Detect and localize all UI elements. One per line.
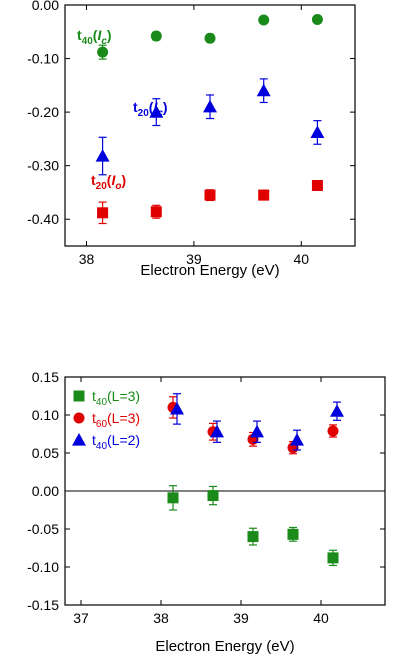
legend-label: t40(L=2)	[92, 432, 140, 452]
x-tick-label: 38	[79, 251, 95, 267]
data-point	[167, 492, 179, 504]
y-tick-label: -0.20	[27, 104, 59, 120]
series-label: t20(Ic)	[133, 99, 168, 119]
y-tick-label: -0.15	[27, 597, 59, 613]
data-point	[204, 32, 216, 44]
x-axis-label: Electron Energy (eV)	[140, 262, 279, 279]
series-label: t40(Ic)	[77, 27, 112, 47]
data-point	[330, 404, 344, 417]
x-tick-label: 39	[186, 251, 202, 267]
data-point	[150, 206, 162, 218]
series-t40-l-3-	[167, 485, 339, 567]
data-point	[207, 490, 219, 502]
y-tick-label: -0.05	[27, 521, 59, 537]
x-axis-label: Electron Energy (eV)	[155, 638, 294, 655]
series-t40-ic-	[97, 13, 323, 60]
legend-marker	[72, 433, 86, 446]
x-tick-label: 38	[153, 610, 169, 626]
data-point	[258, 14, 270, 26]
plot-frame	[64, 4, 356, 247]
data-point	[327, 425, 339, 437]
data-point	[327, 552, 339, 564]
series-t20-ic-	[95, 78, 325, 176]
data-point	[287, 528, 299, 540]
data-point	[203, 99, 217, 113]
y-tick-label: -0.30	[27, 158, 59, 174]
y-tick-label: 0.00	[32, 0, 59, 13]
x-tick-label: 40	[313, 610, 329, 626]
top-chart: 38 39 40 0.00 -0.10 -0.20 -0.30 -0.40 Electron E…	[27, 0, 356, 279]
series-t20-io-	[97, 179, 323, 225]
x-tick-label: 40	[294, 251, 310, 267]
data-point	[204, 189, 216, 201]
data-point	[95, 149, 110, 162]
data-point	[310, 125, 325, 139]
data-point	[250, 424, 264, 438]
x-tick-label: 37	[73, 610, 89, 626]
data-point	[247, 531, 259, 543]
legend-label: t60(L=3)	[92, 410, 140, 430]
y-tick-label: 0.15	[32, 369, 59, 385]
data-point	[97, 207, 109, 219]
y-tick-label: 0.10	[32, 407, 59, 423]
y-tick-label: -0.10	[27, 559, 59, 575]
y-tick-label: 0.00	[32, 483, 59, 499]
y-tick-label: -0.10	[27, 51, 59, 67]
data-point	[256, 83, 271, 97]
data-point	[97, 46, 109, 58]
data-point	[290, 433, 304, 446]
legend-label: t40(L=3)	[92, 388, 140, 408]
data-point	[258, 189, 270, 201]
series-label: t20(Io)	[91, 172, 126, 192]
bottom-chart: 37 38 39 40 0.15 0.10 0.05 0.00 -0.05 -0.10 -0.15 E…	[27, 369, 386, 655]
x-tick-label: 39	[233, 610, 249, 626]
legend-marker	[73, 412, 85, 424]
data-point	[311, 179, 323, 191]
data-point	[150, 30, 162, 42]
series-t60-l-3-	[167, 396, 339, 455]
data-point	[210, 424, 224, 438]
data-point	[311, 13, 323, 25]
legend-marker	[73, 390, 85, 402]
y-tick-label: -0.40	[27, 211, 59, 227]
data-point	[149, 105, 164, 118]
series-t40-l-2-	[170, 393, 344, 451]
y-tick-label: 0.05	[32, 445, 59, 461]
data-point	[170, 401, 184, 415]
